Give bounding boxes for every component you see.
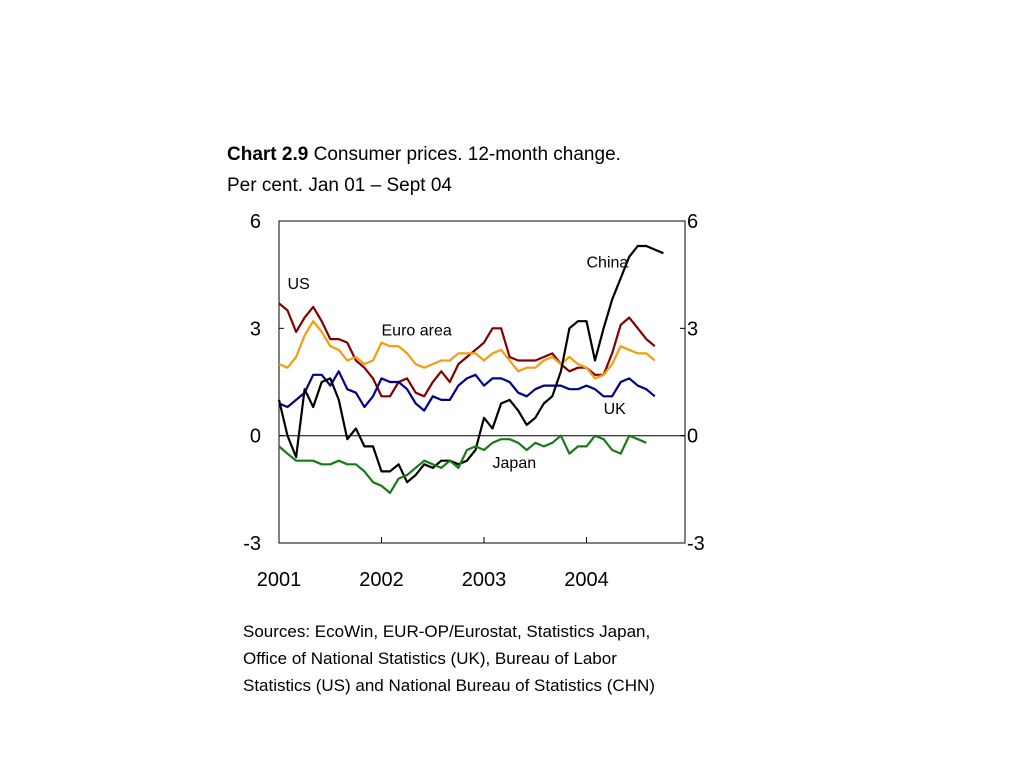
series-label-us: US [288, 276, 310, 293]
chart-title-text: Consumer prices. 12-month change. [313, 144, 621, 165]
sources-line: Sources: EcoWin, EUR-OP/Eurostat, Statis… [243, 622, 651, 641]
y-tick-label-left: -3 [243, 533, 261, 555]
series-line-japan [278, 434, 647, 494]
x-tick-label: 2003 [462, 569, 507, 591]
axis-ticks: 2001 2002 2003 2004 6 6 3 3 0 0 -3 -3 [243, 211, 705, 591]
series-lines [277, 244, 664, 494]
series-line-uk [278, 370, 656, 412]
y-tick-label-right: 6 [687, 211, 698, 233]
sources-line: Statistics (US) and National Bureau of S… [243, 676, 655, 695]
chart-title: Chart 2.9 Consumer prices. 12-month chan… [227, 145, 621, 164]
y-tick-label-right: 3 [687, 318, 698, 340]
series-label-japan: Japan [493, 455, 537, 472]
sources-line: Office of National Statistics (UK), Bure… [243, 649, 617, 668]
chart-subtitle: Per cent. Jan 01 – Sept 04 [227, 175, 452, 196]
y-tick-label-left: 0 [250, 426, 261, 448]
series-labels: US Euro area UK China Japan [288, 255, 629, 472]
series-label-china: China [587, 255, 629, 272]
y-tick-label-right: 0 [687, 426, 698, 448]
series-line-euro-area [278, 320, 656, 380]
sources-note: Sources: EcoWin, EUR-OP/Eurostat, Statis… [243, 618, 655, 699]
x-tick-label: 2002 [359, 569, 404, 591]
series-line-us [278, 302, 656, 398]
plot-frame [278, 220, 686, 544]
x-tick-label: 2004 [564, 569, 609, 591]
series-label-uk: UK [604, 401, 627, 418]
x-tick-label: 2001 [257, 569, 302, 591]
y-tick-label-left: 3 [250, 318, 261, 340]
series-label-euro-area: Euro area [382, 322, 452, 339]
y-tick-label-right: -3 [687, 533, 705, 555]
y-tick-label-left: 6 [250, 211, 261, 233]
chart-number: Chart 2.9 [227, 144, 309, 165]
series-line-china [277, 244, 664, 484]
